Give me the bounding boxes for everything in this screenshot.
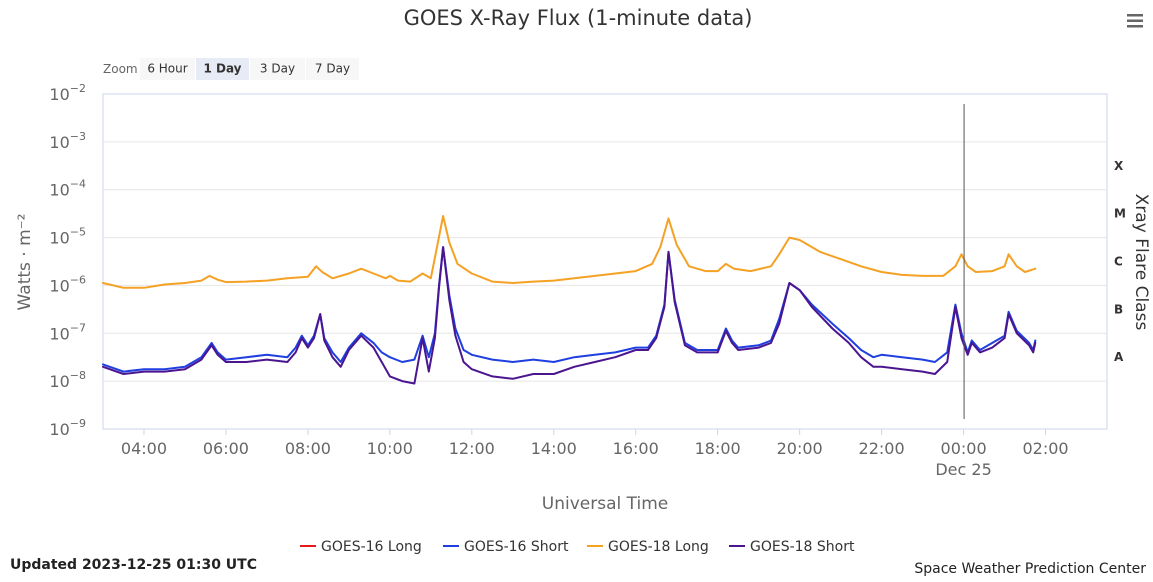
chart-title: GOES X-Ray Flux (1-minute data) bbox=[404, 6, 753, 30]
zoom-3-day-label: 3 Day bbox=[260, 62, 295, 76]
x-tick-label: 10:00 bbox=[367, 439, 413, 458]
legend-label: GOES-18 Long bbox=[608, 539, 709, 555]
series-lines bbox=[102, 215, 1037, 385]
flare-class-label: B bbox=[1114, 302, 1123, 316]
legend: GOES-16 Long GOES-16 Short GOES-18 Long GOE… bbox=[300, 539, 855, 555]
x-tick-label: 00:00 bbox=[941, 439, 987, 458]
zoom-7-day-label: 7 Day bbox=[315, 62, 350, 76]
x-tick-label: 12:00 bbox=[449, 439, 495, 458]
legend-item[interactable]: GOES-18 Long bbox=[587, 539, 709, 555]
legend-label: GOES-16 Long bbox=[321, 539, 422, 555]
series-line-goes-18-long bbox=[102, 215, 1037, 289]
flare-class-label: M bbox=[1114, 207, 1126, 221]
flare-class-label: C bbox=[1114, 255, 1123, 269]
zoom-controls: Zoom 6 Hour 1 Day 3 Day 7 Day bbox=[103, 58, 359, 80]
zoom-6-hour-label: 6 Hour bbox=[147, 62, 187, 76]
series-line-goes-16-short bbox=[102, 246, 1037, 373]
flare-class-labels: X M C B A bbox=[1114, 159, 1126, 364]
x-tick-label: 22:00 bbox=[859, 439, 905, 458]
zoom-3-day-button[interactable]: 3 Day bbox=[250, 58, 305, 80]
y-tick-label: 10−2 bbox=[49, 82, 86, 104]
x-tick-label: 18:00 bbox=[695, 439, 741, 458]
x-tick-sublabel: Dec 25 bbox=[935, 460, 991, 479]
y-tick-label: 10−8 bbox=[49, 369, 86, 391]
x-tick-label: 02:00 bbox=[1022, 439, 1068, 458]
x-tick-label: 16:00 bbox=[613, 439, 659, 458]
flare-class-label: X bbox=[1114, 159, 1124, 173]
series-line-goes-18-short bbox=[102, 246, 1037, 385]
zoom-1-day-label: 1 Day bbox=[203, 62, 241, 76]
zoom-1-day-button[interactable]: 1 Day bbox=[196, 58, 249, 80]
y-axis-title: Watts · m⁻² bbox=[15, 214, 35, 311]
legend-item[interactable]: GOES-16 Long bbox=[300, 539, 422, 555]
credit-text: Space Weather Prediction Center bbox=[914, 561, 1146, 577]
y-tick-label: 10−7 bbox=[49, 321, 86, 343]
x-tick-label: 06:00 bbox=[203, 439, 249, 458]
legend-label: GOES-18 Short bbox=[750, 539, 855, 555]
x-tick-label: 04:00 bbox=[121, 439, 167, 458]
x-tick-label: 08:00 bbox=[285, 439, 331, 458]
y-tick-label: 10−3 bbox=[49, 130, 86, 152]
x-tick-label: 20:00 bbox=[777, 439, 823, 458]
zoom-7-day-button[interactable]: 7 Day bbox=[306, 58, 359, 80]
y-tick-label: 10−5 bbox=[49, 226, 86, 248]
legend-label: GOES-16 Short bbox=[464, 539, 569, 555]
y2-axis-title: Xray Flare Class bbox=[1131, 194, 1151, 331]
gridlines bbox=[103, 93, 1107, 430]
flare-class-label: A bbox=[1114, 350, 1124, 364]
plot-frame bbox=[102, 93, 1108, 430]
legend-item[interactable]: GOES-18 Short bbox=[729, 539, 855, 555]
y-tick-label: 10−4 bbox=[49, 178, 86, 200]
zoom-6-hour-button[interactable]: 6 Hour bbox=[140, 58, 195, 80]
plot-area bbox=[102, 93, 1108, 430]
hamburger-menu-icon[interactable] bbox=[1127, 14, 1143, 28]
legend-item[interactable]: GOES-16 Short bbox=[443, 539, 569, 555]
updated-timestamp: Updated 2023-12-25 01:30 UTC bbox=[10, 557, 257, 573]
y-tick-label: 10−9 bbox=[49, 417, 86, 439]
x-axis-title: Universal Time bbox=[542, 494, 668, 514]
x-tick-label: 14:00 bbox=[531, 439, 577, 458]
x-axis-ticks: 04:00 06:00 08:00 10:00 12:00 14:00 16:00 18:00… bbox=[121, 429, 1069, 479]
y-axis-ticks: 10−2 10−3 10−4 10−5 10−6 10−7 10−8 10−9 bbox=[49, 82, 86, 439]
zoom-label: Zoom bbox=[103, 62, 138, 76]
y-tick-label: 10−6 bbox=[49, 273, 86, 295]
